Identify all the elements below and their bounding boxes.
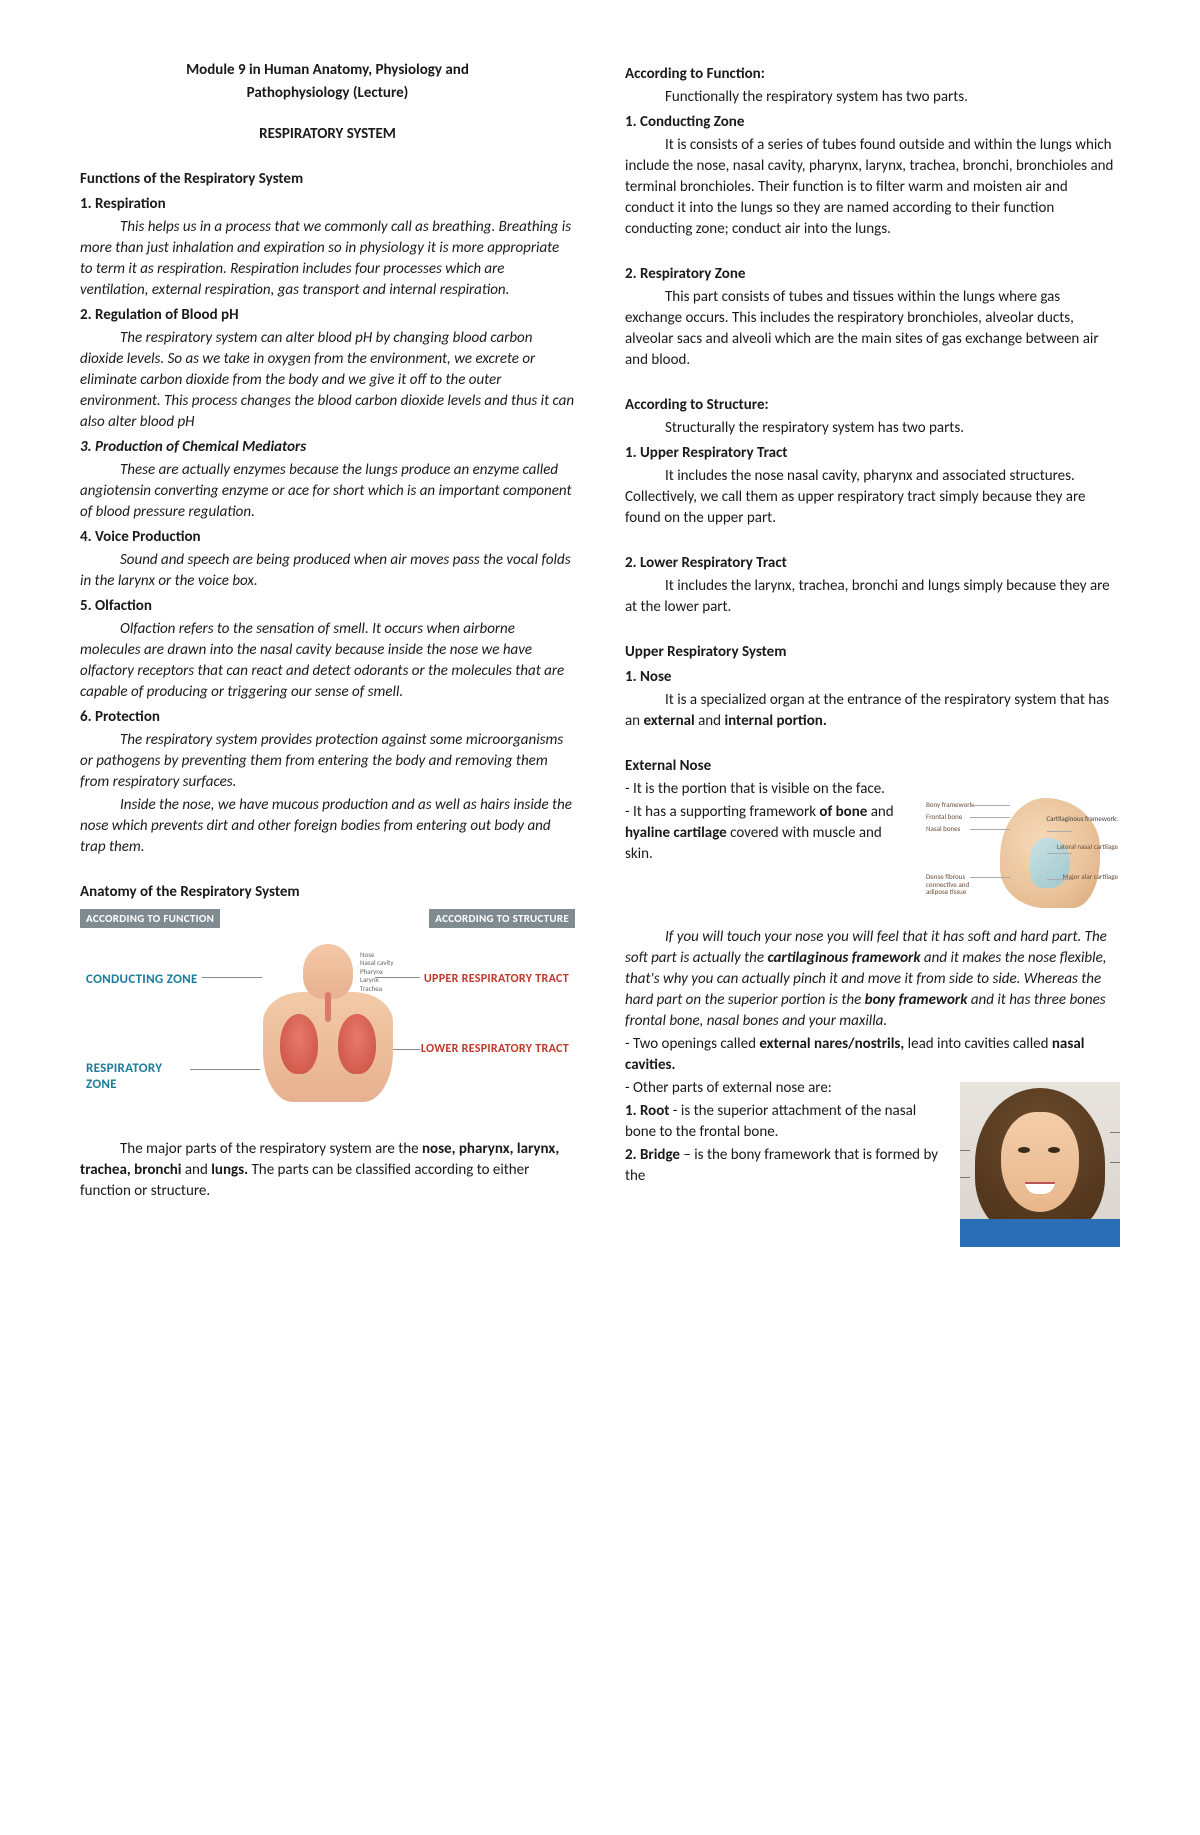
lrt-head: 2. Lower Respiratory Tract [625, 553, 1120, 574]
anatomy-diagram: ACCORDING TO FUNCTION ACCORDING TO STRUC… [80, 909, 575, 1129]
f3-body: These are actually enzymes because the l… [80, 460, 575, 523]
f4-head: 4. Voice Production [80, 527, 575, 548]
ext-text: - Two openings called [625, 1035, 759, 1053]
diagram-label-lower: LOWER RESPIRATORY TRACT [415, 1039, 575, 1060]
root-label: 1. Root [625, 1102, 670, 1120]
module-title-line1: Module 9 in Human Anatomy, Physiology an… [80, 60, 575, 81]
acc-st-head: According to Structure: [625, 395, 1120, 416]
module-title-line2: Pathophysiology (Lecture) [80, 83, 575, 104]
f2-head: 2. Regulation of Blood pH [80, 305, 575, 326]
anatomy-text: The major parts of the respiratory syste… [120, 1140, 422, 1158]
ext-text: lead into cavities called [904, 1035, 1052, 1053]
acc-st-body: Structurally the respiratory system has … [625, 418, 1120, 439]
nd-frontal: Frontal bone [926, 813, 962, 821]
nd-cart-fw: Cartilaginous framework: [1046, 815, 1118, 823]
f6-head: 6. Protection [80, 707, 575, 728]
left-column: Module 9 in Human Anatomy, Physiology an… [80, 60, 575, 1251]
nose-diagram: Bony framework: Frontal bone Nasal bones… [920, 783, 1120, 923]
acc-fn-head: According to Function: [625, 64, 1120, 85]
ext-bold-nares: external nares/nostrils, [759, 1035, 904, 1053]
face-block: - Other parts of external nose are: 1. R… [625, 1078, 1120, 1251]
nd-bony-fw: Bony framework: [926, 801, 975, 809]
f3-head: 3. Production of Chemical Mediators [80, 437, 575, 458]
functions-heading: Functions of the Respiratory System [80, 169, 575, 190]
diagram-label-structure: ACCORDING TO STRUCTURE [429, 909, 575, 928]
nose-bold-external: external [643, 712, 694, 730]
anatomy-bold-lungs: lungs. [211, 1161, 248, 1179]
ext-text: - It has a supporting framework [625, 803, 819, 821]
rz-body: This part consists of tubes and tissues … [625, 287, 1120, 371]
urs-head: Upper Respiratory System [625, 642, 1120, 663]
ext-p3: - Two openings called external nares/nos… [625, 1034, 1120, 1076]
ext-italic-paragraph: If you will touch your nose you will fee… [625, 927, 1120, 1032]
f5-head: 5. Olfaction [80, 596, 575, 617]
diagram-label-respiratory: RESPIRATORY ZONE [80, 1059, 190, 1094]
diagram-label-function: ACCORDING TO FUNCTION [80, 909, 220, 928]
f6-body1: The respiratory system provides protecti… [80, 730, 575, 793]
nd-lateral: Lateral nasal cartilage [1057, 843, 1118, 851]
nose-text: and [695, 712, 725, 730]
urt-head: 1. Upper Respiratory Tract [625, 443, 1120, 464]
diagram-small-labels: Nose Nasal cavity Pharynx Larynx Trachea [360, 951, 394, 993]
external-nose-block: Bony framework: Frontal bone Nasal bones… [625, 779, 1120, 927]
nose-bold-internal: internal portion. [724, 712, 826, 730]
f6-body2: Inside the nose, we have mucous producti… [80, 795, 575, 858]
urt-body: It includes the nose nasal cavity, phary… [625, 466, 1120, 529]
bridge-label: 2. Bridge [625, 1146, 680, 1164]
f4-body: Sound and speech are being produced when… [80, 550, 575, 592]
diagram-label-upper: UPPER RESPIRATORY TRACT [418, 969, 575, 990]
f1-body: This helps us in a process that we commo… [80, 217, 575, 301]
nose-head: 1. Nose [625, 667, 1120, 688]
anatomy-heading: Anatomy of the Respiratory System [80, 882, 575, 903]
external-nose-head: External Nose [625, 756, 1120, 777]
document-columns: Module 9 in Human Anatomy, Physiology an… [80, 60, 1120, 1251]
section-title: RESPIRATORY SYSTEM [80, 124, 575, 145]
rz-head: 2. Respiratory Zone [625, 264, 1120, 285]
ext-bold-hyaline: hyaline cartilage [625, 824, 727, 842]
right-column: According to Function: Functionally the … [625, 60, 1120, 1251]
f2-body: The respiratory system can alter blood p… [80, 328, 575, 433]
ext-italic-bold-cart: cartilaginous framework [767, 949, 920, 967]
cz-body: It is consists of a series of tubes foun… [625, 135, 1120, 240]
ext-text: and [867, 803, 893, 821]
diagram-label-conducting: CONDUCTING ZONE [80, 969, 204, 991]
cz-head: 1. Conducting Zone [625, 112, 1120, 133]
root-text: - is the superior attachment of the nasa… [625, 1102, 916, 1141]
anatomy-paragraph: The major parts of the respiratory syste… [80, 1139, 575, 1202]
nose-body: It is a specialized organ at the entranc… [625, 690, 1120, 732]
f5-body: Olfaction refers to the sensation of sme… [80, 619, 575, 703]
acc-fn-body: Functionally the respiratory system has … [625, 87, 1120, 108]
ext-italic-bold-bony: bony framework [865, 991, 968, 1009]
lrt-body: It includes the larynx, trachea, bronchi… [625, 576, 1120, 618]
ext-bold-bone: of bone [819, 803, 867, 821]
face-photo [960, 1082, 1120, 1247]
f1-head: 1. Respiration [80, 194, 575, 215]
nd-nasal: Nasal bones [926, 825, 960, 833]
anatomy-text: and [181, 1161, 211, 1179]
